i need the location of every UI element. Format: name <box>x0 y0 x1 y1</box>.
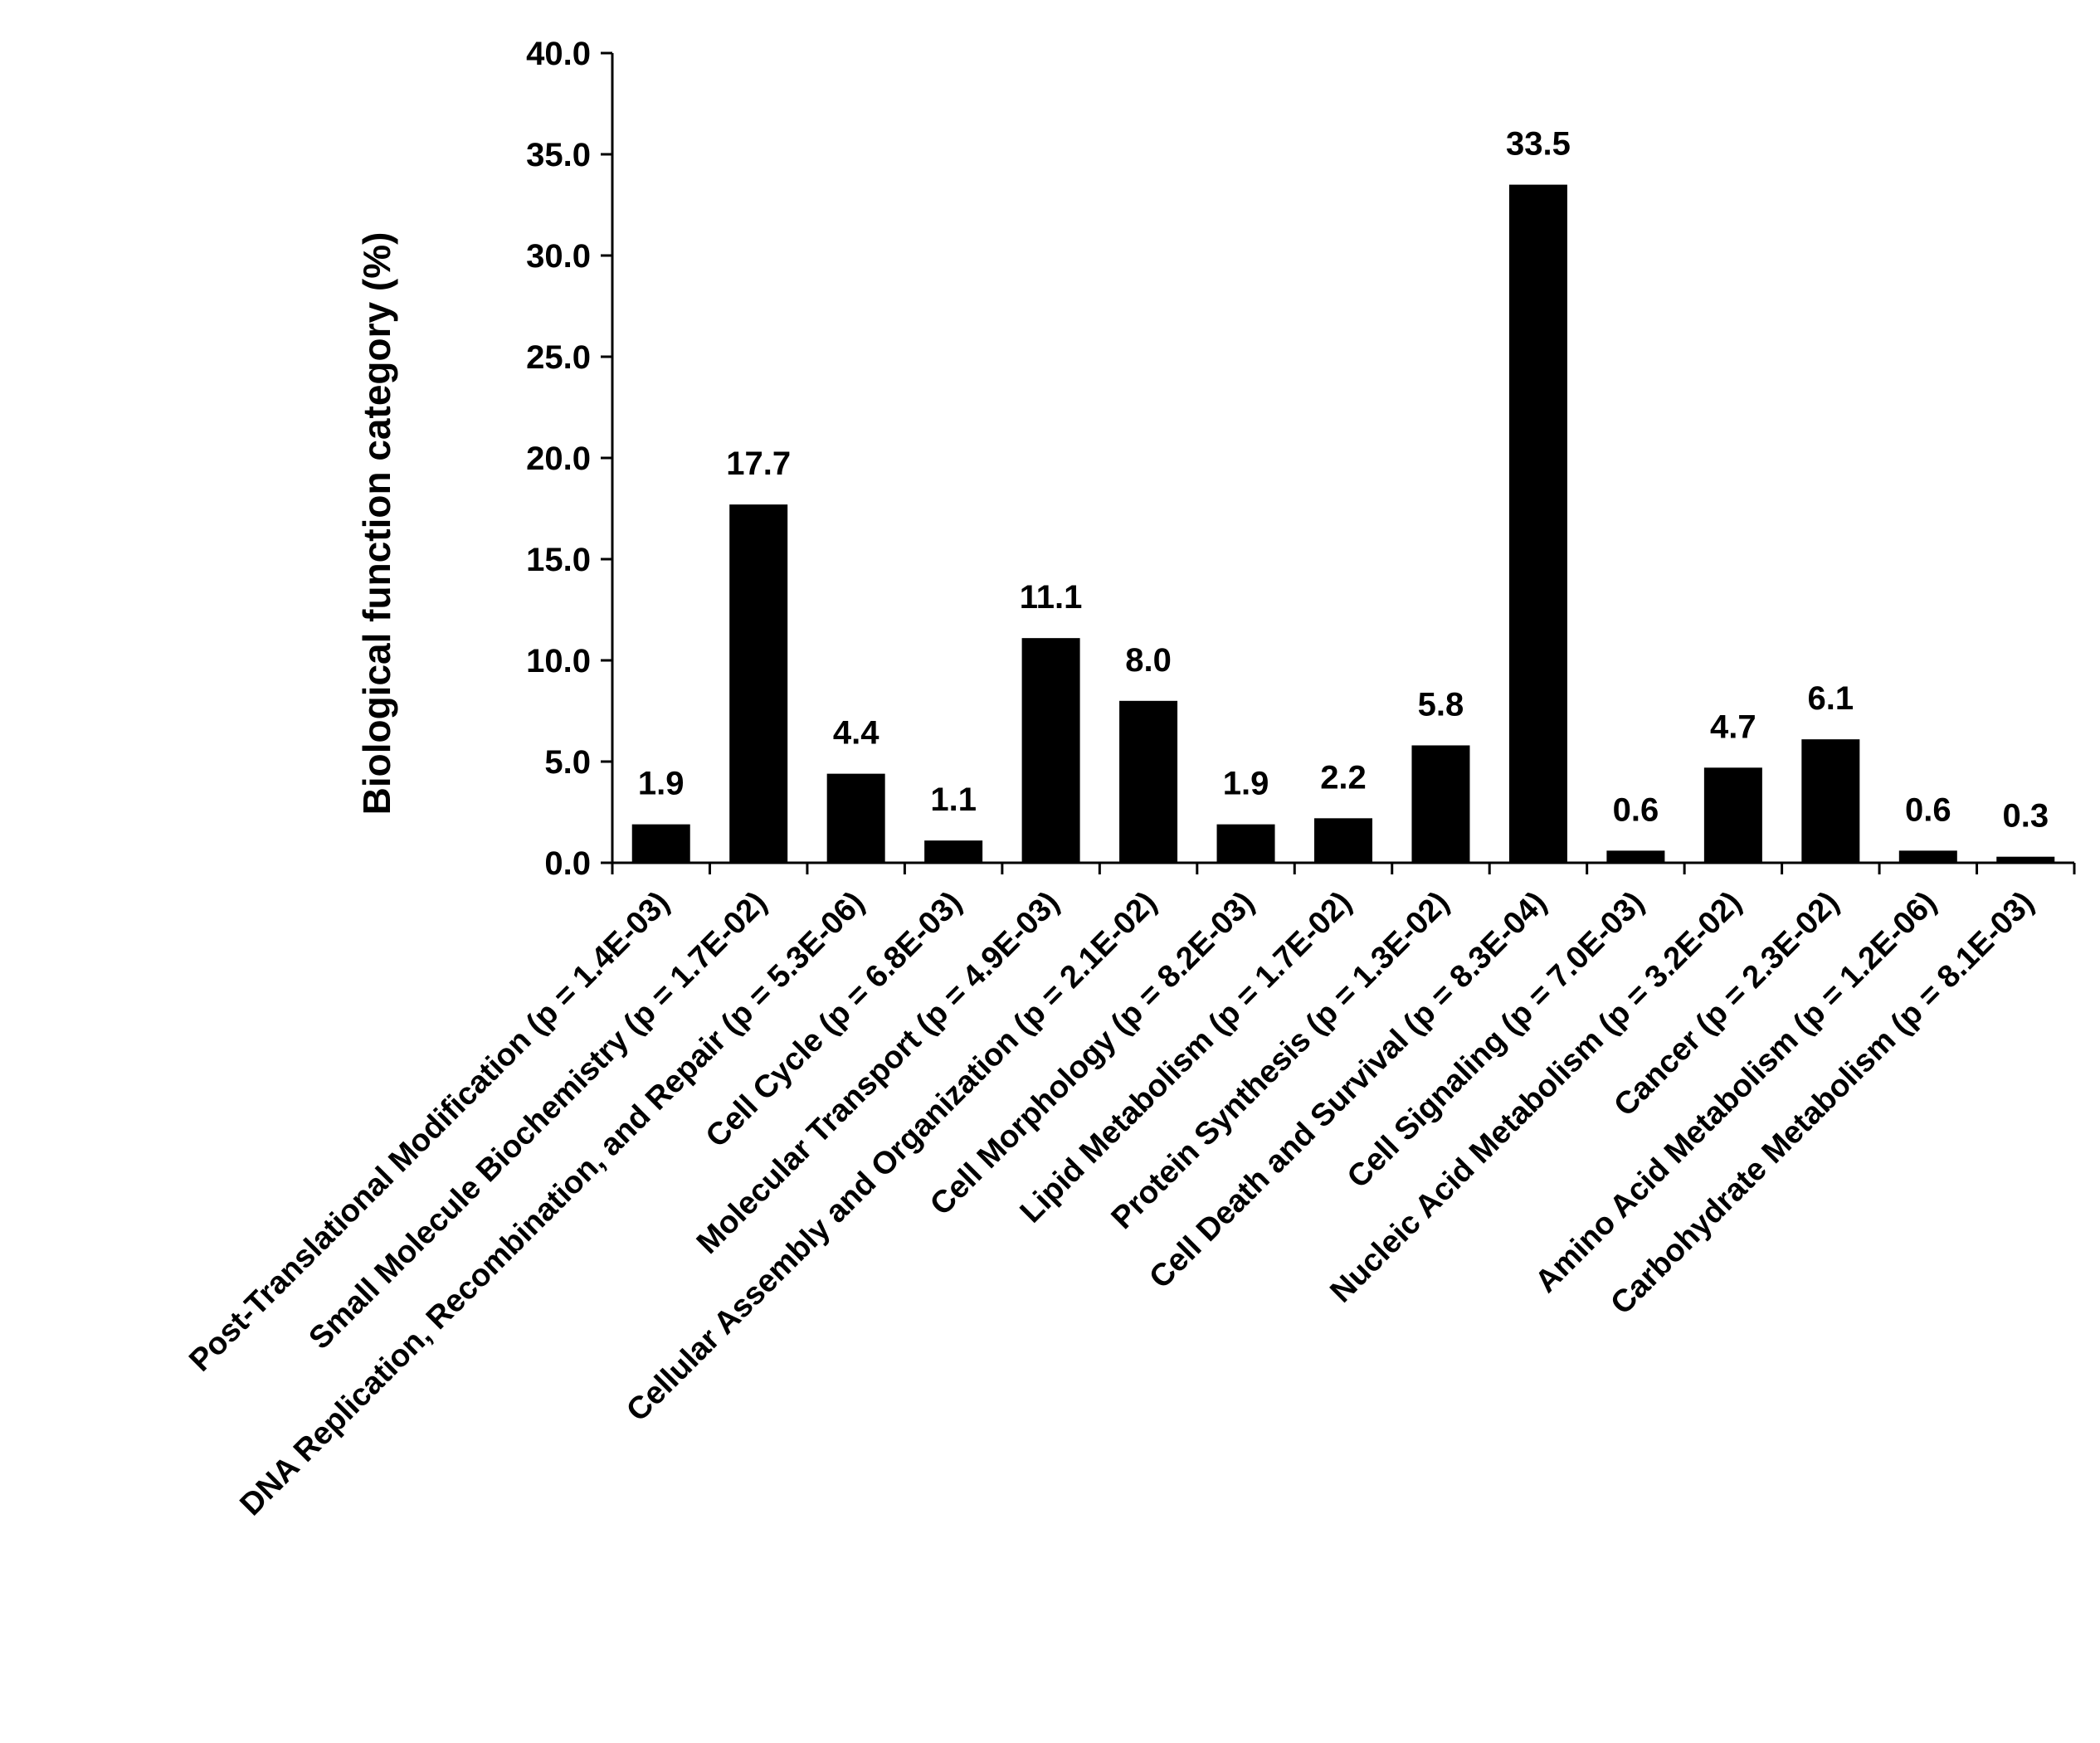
bar <box>1021 638 1080 863</box>
data-label: 11.1 <box>1020 579 1083 616</box>
data-label: 1.9 <box>1223 766 1269 802</box>
y-tick-label: 35.0 <box>526 137 591 173</box>
bar <box>1314 818 1372 863</box>
y-tick-label: 25.0 <box>526 339 591 376</box>
y-tick-label: 5.0 <box>544 744 591 781</box>
x-category-label: Molecular Transport (p = 4.9E-03) <box>690 885 1066 1261</box>
data-label: 1.1 <box>930 781 977 818</box>
data-label: 4.4 <box>833 715 879 752</box>
data-label: 0.3 <box>2002 798 2049 835</box>
data-label: 0.6 <box>1905 791 1951 828</box>
y-tick-label: 20.0 <box>526 441 591 477</box>
bar <box>1996 856 2055 863</box>
bar <box>1411 745 1470 863</box>
y-tick-label: 30.0 <box>526 238 591 275</box>
x-category-label: Small Molecule Biochemistry (p = 1.7E-02… <box>303 885 774 1356</box>
data-label: 5.8 <box>1418 686 1464 723</box>
data-label: 33.5 <box>1506 126 1571 163</box>
bar <box>729 504 788 863</box>
y-tick-label: 40.0 <box>526 36 591 72</box>
bar <box>1898 850 1957 863</box>
bar <box>826 773 885 863</box>
bar <box>1508 184 1567 864</box>
y-tick-label: 10.0 <box>526 643 591 679</box>
data-label: 6.1 <box>1808 680 1854 717</box>
bar <box>1801 739 1860 863</box>
data-label: 8.0 <box>1125 642 1172 679</box>
bar <box>1216 824 1275 863</box>
data-label: 2.2 <box>1320 759 1367 796</box>
x-category-label: DNA Replication, Recombination, and Repa… <box>234 885 872 1523</box>
bar <box>1703 767 1762 863</box>
bar <box>1606 850 1665 863</box>
y-axis-title: Biological function category (%) <box>355 232 398 816</box>
bar <box>924 840 983 863</box>
data-label: 17.7 <box>726 445 791 482</box>
y-tick-label: 15.0 <box>526 542 591 578</box>
bar <box>1119 700 1178 863</box>
data-label: 1.9 <box>638 766 685 802</box>
data-label: 0.6 <box>1613 791 1659 828</box>
data-label: 4.7 <box>1710 708 1756 745</box>
y-tick-label: 0.0 <box>544 845 591 882</box>
bar <box>631 824 690 863</box>
